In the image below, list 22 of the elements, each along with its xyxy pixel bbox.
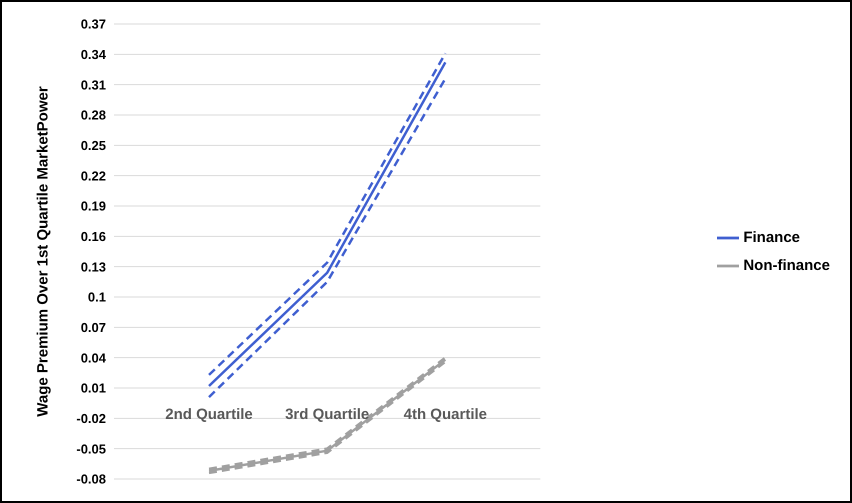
y-tick-label: -0.05 [76,441,106,456]
y-tick-label: -0.08 [76,472,106,487]
y-tick-label: 0.01 [80,380,106,396]
legend-label: Finance [743,228,800,246]
y-axis-title: Wage Premium Over 1st Quartile MarketPower [34,86,52,417]
y-tick-label: 0.22 [80,168,106,184]
y-tick-label: 0.07 [80,320,106,335]
y-tick-label: 0.13 [80,259,106,274]
y-tick-label: 0.34 [80,46,107,62]
y-tick-label: 0.16 [80,228,106,244]
y-tick-label: 0.31 [80,77,106,92]
x-tick-label: 2nd Quartile [165,406,253,424]
y-tick-label: 0.37 [80,16,106,32]
x-tick-label: 3rd Quartile [285,406,370,424]
y-tick-label: 0.1 [88,290,106,305]
legend-label: Non-finance [743,256,830,274]
y-tick-label: -0.02 [76,410,106,426]
y-tick-label: 0.04 [80,350,107,366]
y-tick-label: 0.19 [80,198,106,214]
y-tick-label: 0.28 [80,108,106,123]
y-tick-label: 0.25 [80,138,106,153]
x-tick-label: 4th Quartile [404,406,488,424]
